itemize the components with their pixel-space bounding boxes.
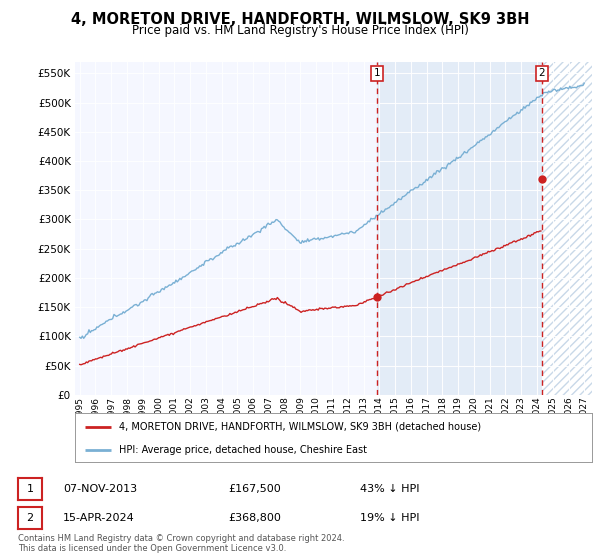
Text: 4, MORETON DRIVE, HANDFORTH, WILMSLOW, SK9 3BH (detached house): 4, MORETON DRIVE, HANDFORTH, WILMSLOW, S… <box>119 422 481 432</box>
Text: £167,500: £167,500 <box>228 484 281 494</box>
Text: 15-APR-2024: 15-APR-2024 <box>63 513 135 523</box>
Text: Price paid vs. HM Land Registry's House Price Index (HPI): Price paid vs. HM Land Registry's House … <box>131 24 469 36</box>
Text: Contains HM Land Registry data © Crown copyright and database right 2024.
This d: Contains HM Land Registry data © Crown c… <box>18 534 344 553</box>
Bar <box>542 62 592 395</box>
Text: 19% ↓ HPI: 19% ↓ HPI <box>360 513 419 523</box>
Text: 1: 1 <box>374 68 380 78</box>
Text: 43% ↓ HPI: 43% ↓ HPI <box>360 484 419 494</box>
Text: £368,800: £368,800 <box>228 513 281 523</box>
Text: 2: 2 <box>26 513 34 523</box>
Bar <box>377 62 542 395</box>
Text: 07-NOV-2013: 07-NOV-2013 <box>63 484 137 494</box>
Text: HPI: Average price, detached house, Cheshire East: HPI: Average price, detached house, Ches… <box>119 445 367 455</box>
Text: 4, MORETON DRIVE, HANDFORTH, WILMSLOW, SK9 3BH: 4, MORETON DRIVE, HANDFORTH, WILMSLOW, S… <box>71 12 529 27</box>
Text: 1: 1 <box>26 484 34 494</box>
Text: 2: 2 <box>538 68 545 78</box>
